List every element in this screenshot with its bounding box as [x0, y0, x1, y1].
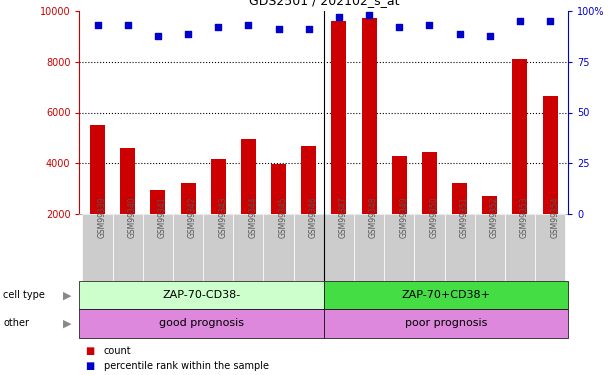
Text: poor prognosis: poor prognosis — [405, 318, 487, 328]
Bar — [384, 214, 414, 281]
Bar — [263, 214, 294, 281]
Point — [213, 24, 223, 30]
Bar — [79, 281, 324, 309]
Point — [244, 22, 254, 28]
Text: cell type: cell type — [3, 290, 45, 300]
Bar — [452, 183, 467, 214]
Bar — [150, 190, 166, 214]
Point — [425, 22, 434, 28]
Bar — [180, 183, 196, 214]
Text: GSM99340: GSM99340 — [128, 196, 137, 238]
Point — [153, 33, 163, 39]
Bar — [90, 125, 105, 214]
Text: GSM99344: GSM99344 — [249, 196, 257, 238]
Point — [515, 18, 525, 24]
Bar — [294, 214, 324, 281]
Bar — [331, 21, 346, 214]
Bar — [414, 214, 445, 281]
Bar — [211, 159, 226, 214]
Text: count: count — [104, 346, 131, 355]
Point — [364, 12, 374, 18]
Point — [274, 27, 284, 33]
Text: ▶: ▶ — [63, 290, 71, 300]
Text: percentile rank within the sample: percentile rank within the sample — [104, 361, 269, 370]
Point — [455, 30, 464, 36]
Point — [304, 27, 313, 33]
Text: GSM99352: GSM99352 — [490, 196, 499, 238]
Text: good prognosis: good prognosis — [159, 318, 244, 328]
Text: GSM99354: GSM99354 — [550, 196, 559, 238]
Text: GSM99343: GSM99343 — [218, 196, 227, 238]
Point — [93, 22, 103, 28]
Bar — [82, 214, 112, 281]
Text: GSM99348: GSM99348 — [369, 196, 378, 238]
Text: GSM99346: GSM99346 — [309, 196, 318, 238]
Point — [545, 18, 555, 24]
Bar — [79, 309, 324, 338]
Text: GSM99353: GSM99353 — [520, 196, 529, 238]
Text: ■: ■ — [86, 346, 95, 355]
Text: GSM99345: GSM99345 — [279, 196, 288, 238]
Point — [485, 33, 495, 39]
Bar — [422, 152, 437, 214]
Bar — [241, 139, 256, 214]
Bar — [120, 148, 135, 214]
Bar — [445, 214, 475, 281]
Bar — [173, 214, 203, 281]
Text: GSM99339: GSM99339 — [98, 196, 106, 238]
Bar — [324, 281, 568, 309]
Point — [394, 24, 404, 30]
Text: GSM99351: GSM99351 — [459, 196, 469, 238]
Bar — [513, 59, 527, 214]
Text: GSM99350: GSM99350 — [430, 196, 439, 238]
Bar — [271, 164, 286, 214]
Bar — [324, 309, 568, 338]
Bar — [143, 214, 173, 281]
Text: GSM99342: GSM99342 — [188, 196, 197, 238]
Bar — [482, 196, 497, 214]
Text: GSM99347: GSM99347 — [339, 196, 348, 238]
Text: GSM99341: GSM99341 — [158, 196, 167, 238]
Bar — [543, 96, 558, 214]
Bar — [112, 214, 143, 281]
Text: ZAP-70-CD38-: ZAP-70-CD38- — [163, 290, 241, 300]
Point — [183, 30, 193, 36]
Text: GSM99349: GSM99349 — [399, 196, 408, 238]
Bar — [301, 146, 316, 214]
Point — [123, 22, 133, 28]
Bar — [392, 156, 407, 214]
Bar — [354, 214, 384, 281]
Bar — [475, 214, 505, 281]
Point — [334, 14, 344, 20]
Bar — [362, 18, 376, 214]
Text: ZAP-70+CD38+: ZAP-70+CD38+ — [401, 290, 491, 300]
Bar — [535, 214, 565, 281]
Bar — [233, 214, 263, 281]
Text: other: other — [3, 318, 29, 328]
Bar — [505, 214, 535, 281]
Text: GDS2501 / 202102_s_at: GDS2501 / 202102_s_at — [249, 0, 399, 8]
Text: ■: ■ — [86, 361, 95, 370]
Text: ▶: ▶ — [63, 318, 71, 328]
Bar — [203, 214, 233, 281]
Bar — [324, 214, 354, 281]
